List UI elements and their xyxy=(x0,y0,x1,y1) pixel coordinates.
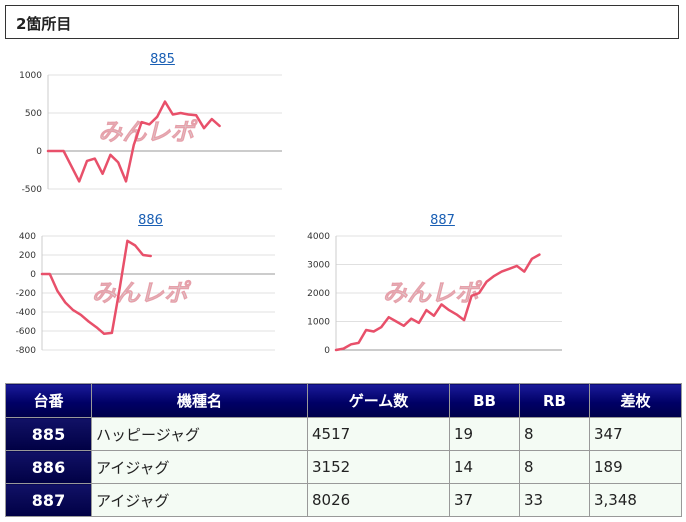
model-name: ハッピージャグ xyxy=(91,417,308,451)
bb-count: 19 xyxy=(449,417,520,451)
diff-coins: 3,348 xyxy=(589,483,682,517)
table-row[interactable]: 887 アイジャグ 8026 37 33 3,348 xyxy=(5,483,682,517)
col-header-rb: RB xyxy=(519,383,590,418)
col-header-games: ゲーム数 xyxy=(307,383,450,418)
diff-coins: 189 xyxy=(589,450,682,484)
section-title: 2箇所目 xyxy=(16,15,72,33)
series-line xyxy=(46,100,221,183)
unit-number: 886 xyxy=(5,450,92,484)
y-tick-label: 400 xyxy=(19,232,36,242)
chart-svg: 400 200 0 -200 -400 -600 -800 みんレポ xyxy=(16,232,275,356)
y-tick-label: -200 xyxy=(16,289,37,299)
table-row[interactable]: 885 ハッピージャグ 4517 19 8 347 xyxy=(5,417,682,451)
col-header-diff: 差枚 xyxy=(589,383,682,418)
game-count: 4517 xyxy=(307,417,450,451)
y-tick-label: 2000 xyxy=(307,289,330,299)
rb-count: 8 xyxy=(519,417,590,451)
table-row[interactable]: 886 アイジャグ 3152 14 8 189 xyxy=(5,450,682,484)
col-header-bb: BB xyxy=(449,383,520,418)
y-tick-label: 1000 xyxy=(19,71,42,81)
y-tick-label: 500 xyxy=(25,109,42,119)
rb-count: 33 xyxy=(519,483,590,517)
machine-table: 台番 機種名 ゲーム数 BB RB 差枚 885 ハッピージャグ 4517 19… xyxy=(5,383,682,517)
rb-count: 8 xyxy=(519,450,590,484)
bb-count: 14 xyxy=(449,450,520,484)
chart-svg: 1000 500 0 -500 みんレポ xyxy=(19,71,282,195)
table-header-row: 台番 機種名 ゲーム数 BB RB 差枚 xyxy=(5,383,682,418)
watermark-logo: みんレポ xyxy=(383,279,483,307)
model-name: アイジャグ xyxy=(91,483,308,517)
watermark-logo: みんレポ xyxy=(98,118,198,146)
chart-885: 885 1000 500 0 -500 みんレポ xyxy=(19,52,305,202)
unit-number: 887 xyxy=(5,483,92,517)
y-tick-label: 0 xyxy=(324,346,330,356)
model-name: アイジャグ xyxy=(91,450,308,484)
col-header-model: 機種名 xyxy=(91,383,308,418)
series-line xyxy=(40,239,152,336)
y-tick-label: 0 xyxy=(30,270,36,280)
y-tick-label: 4000 xyxy=(307,232,330,242)
y-tick-label: 0 xyxy=(36,147,42,157)
y-tick-label: 200 xyxy=(19,251,36,261)
game-count: 8026 xyxy=(307,483,450,517)
series-line xyxy=(334,253,541,352)
y-tick-label: -800 xyxy=(16,346,37,356)
watermark-logo: みんレポ xyxy=(92,279,192,307)
y-tick-label: 1000 xyxy=(307,318,330,328)
diff-coins: 347 xyxy=(589,417,682,451)
chart-title-link[interactable]: 887 xyxy=(430,213,455,228)
bb-count: 37 xyxy=(449,483,520,517)
col-header-unit: 台番 xyxy=(5,383,92,418)
section-header: 2箇所目 xyxy=(5,5,679,39)
chart-title-link[interactable]: 886 xyxy=(138,213,163,228)
chart-svg: 4000 3000 2000 1000 0 みんレポ xyxy=(307,232,562,356)
y-tick-label: -400 xyxy=(16,308,37,318)
game-count: 3152 xyxy=(307,450,450,484)
y-tick-label: 3000 xyxy=(307,261,330,271)
chart-title-link[interactable]: 885 xyxy=(150,52,175,67)
unit-number: 885 xyxy=(5,417,92,451)
chart-887: 887 4000 3000 2000 1000 0 みんレポ xyxy=(300,213,585,363)
y-tick-label: -500 xyxy=(22,185,43,195)
y-tick-label: -600 xyxy=(16,327,37,337)
chart-886: 886 400 200 0 -200 -400 -600 -800 みんレポ xyxy=(8,213,293,363)
